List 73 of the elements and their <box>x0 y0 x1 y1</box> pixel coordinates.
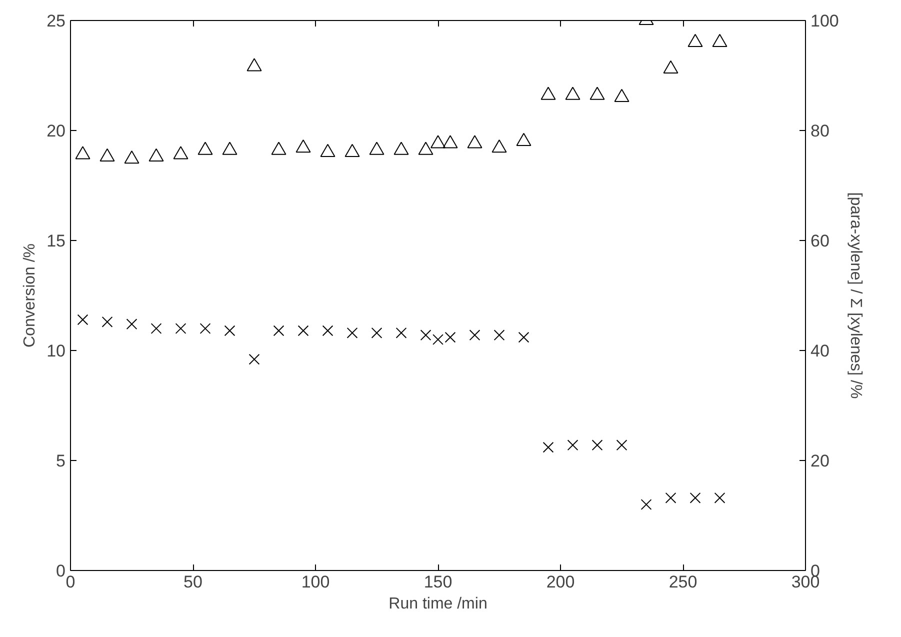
point <box>469 330 480 341</box>
point <box>663 60 678 74</box>
x-tick-label: 150 <box>424 572 452 592</box>
point <box>432 334 444 345</box>
x-tick-label: 50 <box>184 572 202 592</box>
point <box>148 148 164 162</box>
point <box>224 325 236 336</box>
point <box>430 135 446 148</box>
point <box>688 34 703 48</box>
y2-tick-label: 60 <box>810 232 830 250</box>
point <box>320 144 336 158</box>
point <box>369 142 384 155</box>
point <box>344 144 360 158</box>
x-tick-label: 100 <box>301 572 330 592</box>
y2-tick-label: 80 <box>810 122 830 140</box>
point <box>173 146 188 160</box>
point <box>712 34 728 48</box>
point <box>394 142 409 155</box>
point <box>418 142 434 155</box>
point <box>271 142 286 155</box>
point <box>200 323 211 334</box>
point <box>175 323 186 334</box>
point <box>592 440 603 451</box>
point <box>273 325 284 336</box>
y-tick-label: 15 <box>46 232 66 250</box>
point <box>198 142 213 155</box>
point <box>444 332 456 343</box>
point <box>298 325 309 336</box>
point <box>100 148 115 162</box>
point <box>150 323 162 334</box>
point <box>567 440 578 451</box>
point <box>442 135 458 148</box>
point <box>492 140 507 153</box>
point <box>396 327 407 338</box>
point <box>420 330 432 341</box>
y-tick-label: 10 <box>46 342 66 360</box>
y-tick-label: 25 <box>46 12 66 30</box>
point <box>690 492 701 504</box>
point <box>494 330 505 341</box>
x-tick-label: 200 <box>546 572 575 592</box>
y2-tick-label: 20 <box>810 452 830 470</box>
point <box>714 492 726 504</box>
point <box>75 146 90 160</box>
x-tick-label: 250 <box>668 572 698 592</box>
point <box>665 492 676 504</box>
point <box>246 58 262 72</box>
point <box>222 142 238 155</box>
point <box>296 140 311 153</box>
point <box>77 314 88 326</box>
x-axis-title: Run time /min <box>388 596 488 612</box>
point <box>590 86 605 100</box>
point <box>248 354 260 365</box>
point <box>371 327 382 338</box>
point <box>467 135 482 148</box>
point <box>640 499 652 510</box>
point <box>346 327 358 338</box>
point <box>616 440 628 451</box>
y-axis-title: Conversion /% <box>22 243 39 348</box>
point <box>542 442 554 453</box>
y-tick-label: 5 <box>56 452 66 470</box>
point <box>516 132 532 146</box>
point <box>124 150 140 164</box>
point <box>518 332 530 343</box>
point <box>322 325 334 336</box>
point <box>102 316 113 328</box>
point <box>614 88 630 102</box>
y2-tick-label: 100 <box>810 12 839 30</box>
point <box>565 86 580 100</box>
y2-tick-label: 40 <box>810 342 830 360</box>
y-tick-label: 20 <box>46 122 66 140</box>
point <box>540 86 556 100</box>
y2-axis-title: [para-xylene] / Σ [xylenes] /% <box>846 192 864 399</box>
point <box>126 318 138 330</box>
